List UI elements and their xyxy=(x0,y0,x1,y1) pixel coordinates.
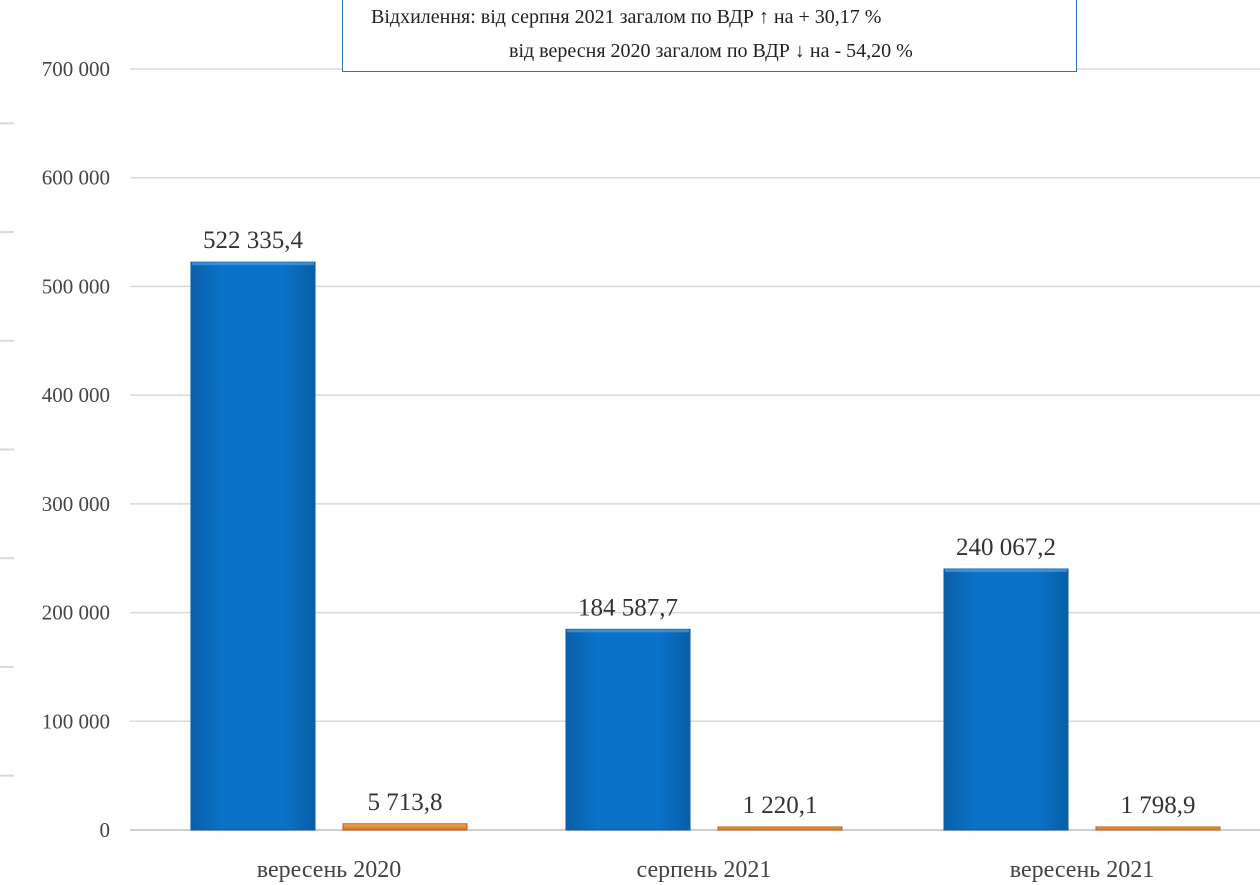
bar-series-2-bar xyxy=(1095,826,1221,831)
y-tick-label: 400 000 xyxy=(42,383,110,407)
bar-series-2-data-label: 5 713,8 xyxy=(368,789,443,816)
bar-highlight xyxy=(567,629,689,633)
deviation-line-1: Відхилення: від серпня 2021 загалом по В… xyxy=(371,6,882,28)
deviation-annotation-box: Відхилення: від серпня 2021 загалом по В… xyxy=(342,0,1077,72)
bar-series-1-data-label: 522 335,4 xyxy=(203,227,304,254)
gridlines xyxy=(130,68,1260,831)
bar-series-2-bar xyxy=(342,823,468,831)
x-category-label: серпень 2021 xyxy=(637,857,772,883)
y-tick-label: 0 xyxy=(100,818,111,842)
data-labels: 522 335,4 5 713,8 184 587,7 1 220,1 240 067,… xyxy=(203,227,1196,819)
y-tick-label: 300 000 xyxy=(42,492,110,516)
bar-highlight xyxy=(945,569,1067,573)
y-axis-tick-labels: 0 100 000 200 000 300 000 400 000 500 000 600 … xyxy=(42,57,110,842)
bar-highlight xyxy=(192,262,314,266)
y-tick-label: 700 000 xyxy=(42,57,110,81)
y-tick-label: 200 000 xyxy=(42,601,110,625)
y-tick-label: 100 000 xyxy=(42,709,110,733)
axis-tick-marks xyxy=(0,122,14,777)
deviation-line-2: від вересня 2020 загалом по ВДР ↓ на - 5… xyxy=(509,40,913,62)
x-category-label: вересень 2020 xyxy=(257,857,401,883)
x-category-label: вересень 2021 xyxy=(1010,857,1154,883)
y-tick-label: 600 000 xyxy=(42,166,110,190)
bars xyxy=(190,261,1221,831)
bar-series-1-data-label: 240 067,2 xyxy=(956,534,1056,561)
bar-series-1-bar xyxy=(943,568,1069,831)
y-tick-label: 500 000 xyxy=(42,274,110,298)
bar-series-2-data-label: 1 220,1 xyxy=(743,792,818,819)
bar-series-1-bar xyxy=(190,261,316,831)
bar-series-2-data-label: 1 798,9 xyxy=(1121,792,1196,819)
x-axis-category-labels: вересень 2020 серпень 2021 вересень 2021 xyxy=(257,857,1154,883)
bar-series-1-bar xyxy=(565,628,691,831)
bar-series-1-data-label: 184 587,7 xyxy=(578,594,678,621)
bar-series-2-bar xyxy=(717,826,843,831)
